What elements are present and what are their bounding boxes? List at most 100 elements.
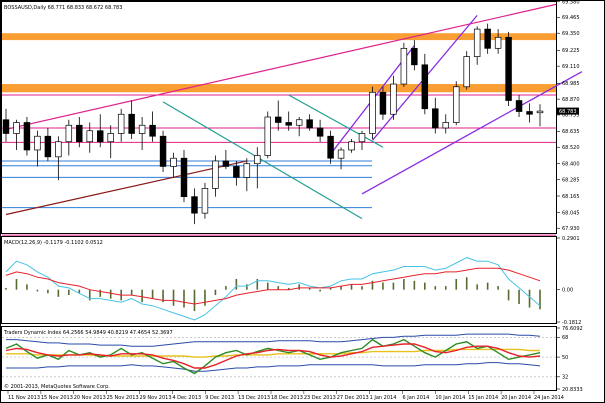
candle-body [159,135,167,167]
price-tick-label: 69.465 [562,15,580,21]
candle [275,100,282,131]
date-tick-label: 20 Jan 2014 [501,395,531,401]
candle-body [432,108,439,129]
tdi-tick-label: 32 [562,375,568,381]
candle [159,130,167,172]
price-tick-label: 68.755 [562,113,580,119]
tdi-tick-label: 20.8333 [562,387,583,393]
price-tick-label: 68.985 [562,81,580,87]
macd-tick-label: -0.1812 [562,320,581,326]
candle [138,117,146,150]
candle-body [128,113,135,134]
candle [306,114,313,131]
candle [254,147,261,189]
macd-panel [1,236,557,324]
candle-body [222,160,230,167]
candle-body [13,122,20,134]
candle [337,147,345,170]
price-tick-label: 68.520 [562,145,580,151]
orange-zone [2,84,556,93]
candle-body [473,28,481,57]
date-tick-label: 23 Dec 2013 [304,395,336,401]
candle [34,130,41,167]
current-price-box [557,107,579,115]
tdi-panel [1,326,557,391]
teal-channel-line [162,101,363,220]
candle [212,155,219,197]
tdi-title: Traders Dynamic Index 64.2566 54.9849 40… [3,330,173,336]
candle-body [44,135,52,158]
price-tick-label: 67.930 [562,226,580,232]
candle-body [34,135,41,151]
candle-body [411,47,418,66]
candle [264,111,271,159]
candle [233,160,240,186]
purple-channel-line [361,71,583,195]
candle-body [23,122,31,151]
price-tick-label: 69.110 [562,64,580,70]
date-tick-label: 1 Jan 2014 [370,395,397,401]
candle-body [515,100,523,112]
candle-body [316,127,324,137]
tdi-trade-signal-line [5,343,541,369]
candle [369,86,376,139]
candle-body [306,119,313,129]
copyright: © 2001-2013, MetaQuotes Software Corp. [4,383,110,390]
candle [117,108,125,142]
candle-body [243,163,251,178]
candle [285,111,292,131]
price-tick-label: 69.580 [562,0,580,5]
candle-body [390,83,397,115]
price-tick-label: 68.285 [562,177,580,183]
price-tick-label: 68.870 [562,97,580,103]
candle-body [536,110,544,114]
candle-body [505,36,512,101]
candle-layer[interactable] [2,23,544,225]
candle [494,29,502,54]
tdi-lower-band [6,362,541,372]
candle-body [327,135,334,159]
candle-body [358,133,366,143]
date-tick-label: 13 Dec 2013 [238,395,270,401]
date-tick-label: 25 Nov 2013 [107,395,139,401]
candle-body [55,141,62,158]
candle-body [201,188,209,214]
candle [76,117,83,148]
candle-body [494,36,502,49]
candle-body [526,111,533,115]
teal-channel-line [288,94,384,148]
candle [421,53,429,115]
price-tick-label: 69.350 [562,31,580,37]
candle-body [421,64,429,110]
candle-body [86,130,93,143]
candle [149,111,156,142]
candle [505,31,512,107]
orange-zone [2,33,556,41]
date-tick-label: 11 Nov 2013 [8,395,40,401]
tdi-tick-label: 76.6092 [562,326,583,332]
candle-body [348,141,355,151]
axis-label-layer: 69.580 69.465 69.350 69.225 69.110 68.985 68.8… [7,0,583,401]
candle [453,81,460,126]
candle [107,125,114,159]
candle-body [107,133,114,143]
candle [128,100,135,139]
candle [86,122,93,153]
candle-body [170,157,177,167]
macd-signal-line [5,267,541,305]
candle [442,114,449,134]
candle-body [484,28,491,49]
price-tick-label: 68.635 [562,129,580,135]
tdi-tick-label: 68 [562,335,568,341]
candle [515,95,523,117]
candle-body [138,124,146,134]
date-tick-label: 10 Jan 2014 [435,395,465,401]
candle [243,158,251,192]
candle-body [149,124,156,137]
candle [65,119,73,156]
candle [327,130,334,164]
tdi-upper-band [6,333,541,347]
tdi-tick-label: 50 [562,355,568,361]
candle-body [285,122,292,126]
